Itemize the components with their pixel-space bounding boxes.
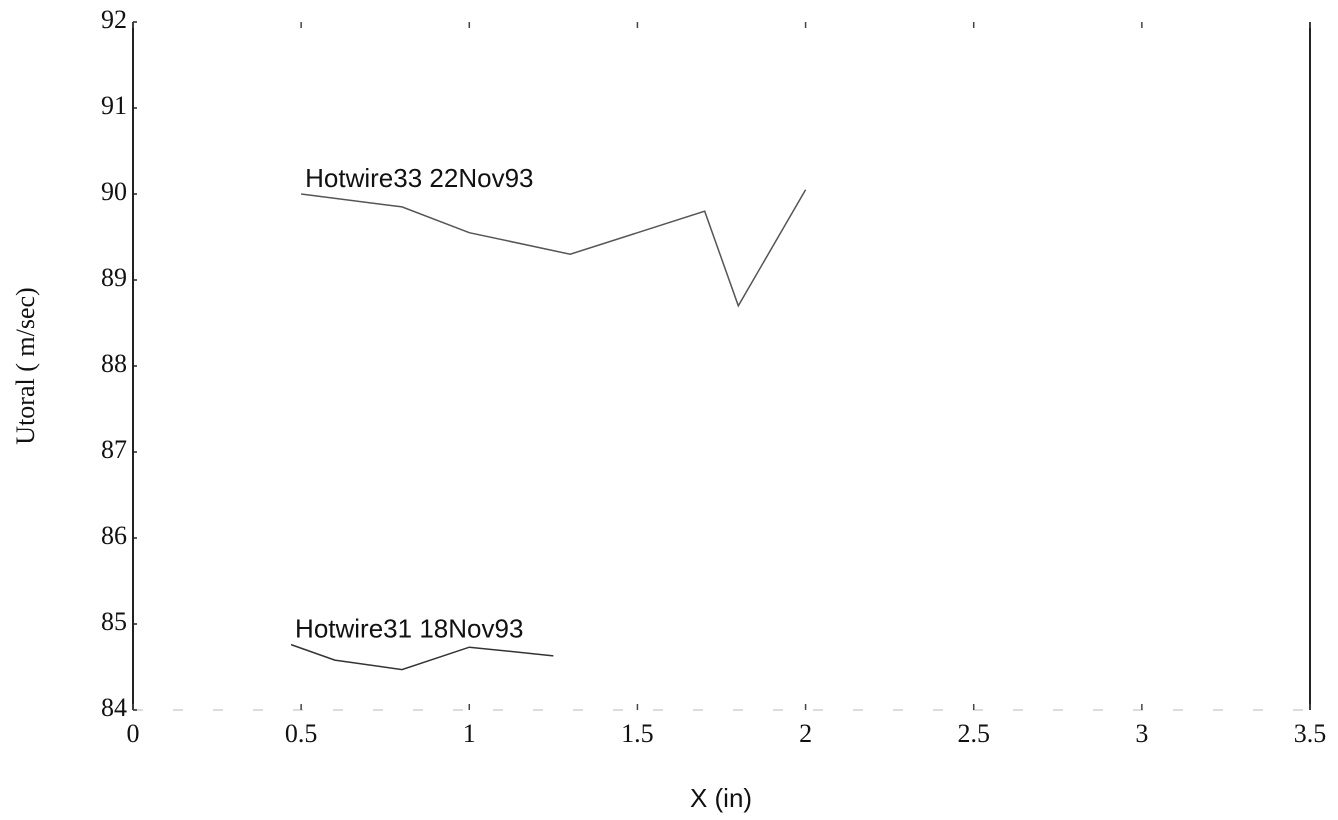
- x-tick-label: 0.5: [285, 719, 318, 748]
- x-tick-label: 0: [127, 719, 140, 748]
- y-tick-label: 92: [101, 5, 127, 34]
- series-label: Hotwire33 22Nov93: [305, 163, 533, 193]
- y-tick-label: 90: [101, 177, 127, 206]
- series-line: [290, 643, 554, 671]
- y-tick-label: 91: [101, 91, 127, 120]
- x-tick-label: 1.5: [621, 719, 654, 748]
- y-tick-label: 89: [101, 263, 127, 292]
- y-tick-label: 84: [101, 693, 127, 722]
- x-tick-label: 2.5: [957, 719, 990, 748]
- series-line: [301, 189, 807, 308]
- x-tick-label: 2: [799, 719, 812, 748]
- y-tick-label: 85: [101, 607, 127, 636]
- x-tick-label: 3.5: [1294, 719, 1327, 748]
- x-tick-label: 3: [1135, 719, 1148, 748]
- y-tick-label: 87: [101, 435, 127, 464]
- x-axis-label: X (in): [690, 783, 752, 813]
- y-tick-label: 86: [101, 521, 127, 550]
- series-label: Hotwire31 18Nov93: [295, 614, 523, 644]
- y-tick-label: 88: [101, 349, 127, 378]
- x-tick-label: 1: [463, 719, 476, 748]
- y-axis-label: Utoral ( m/sec): [11, 287, 40, 444]
